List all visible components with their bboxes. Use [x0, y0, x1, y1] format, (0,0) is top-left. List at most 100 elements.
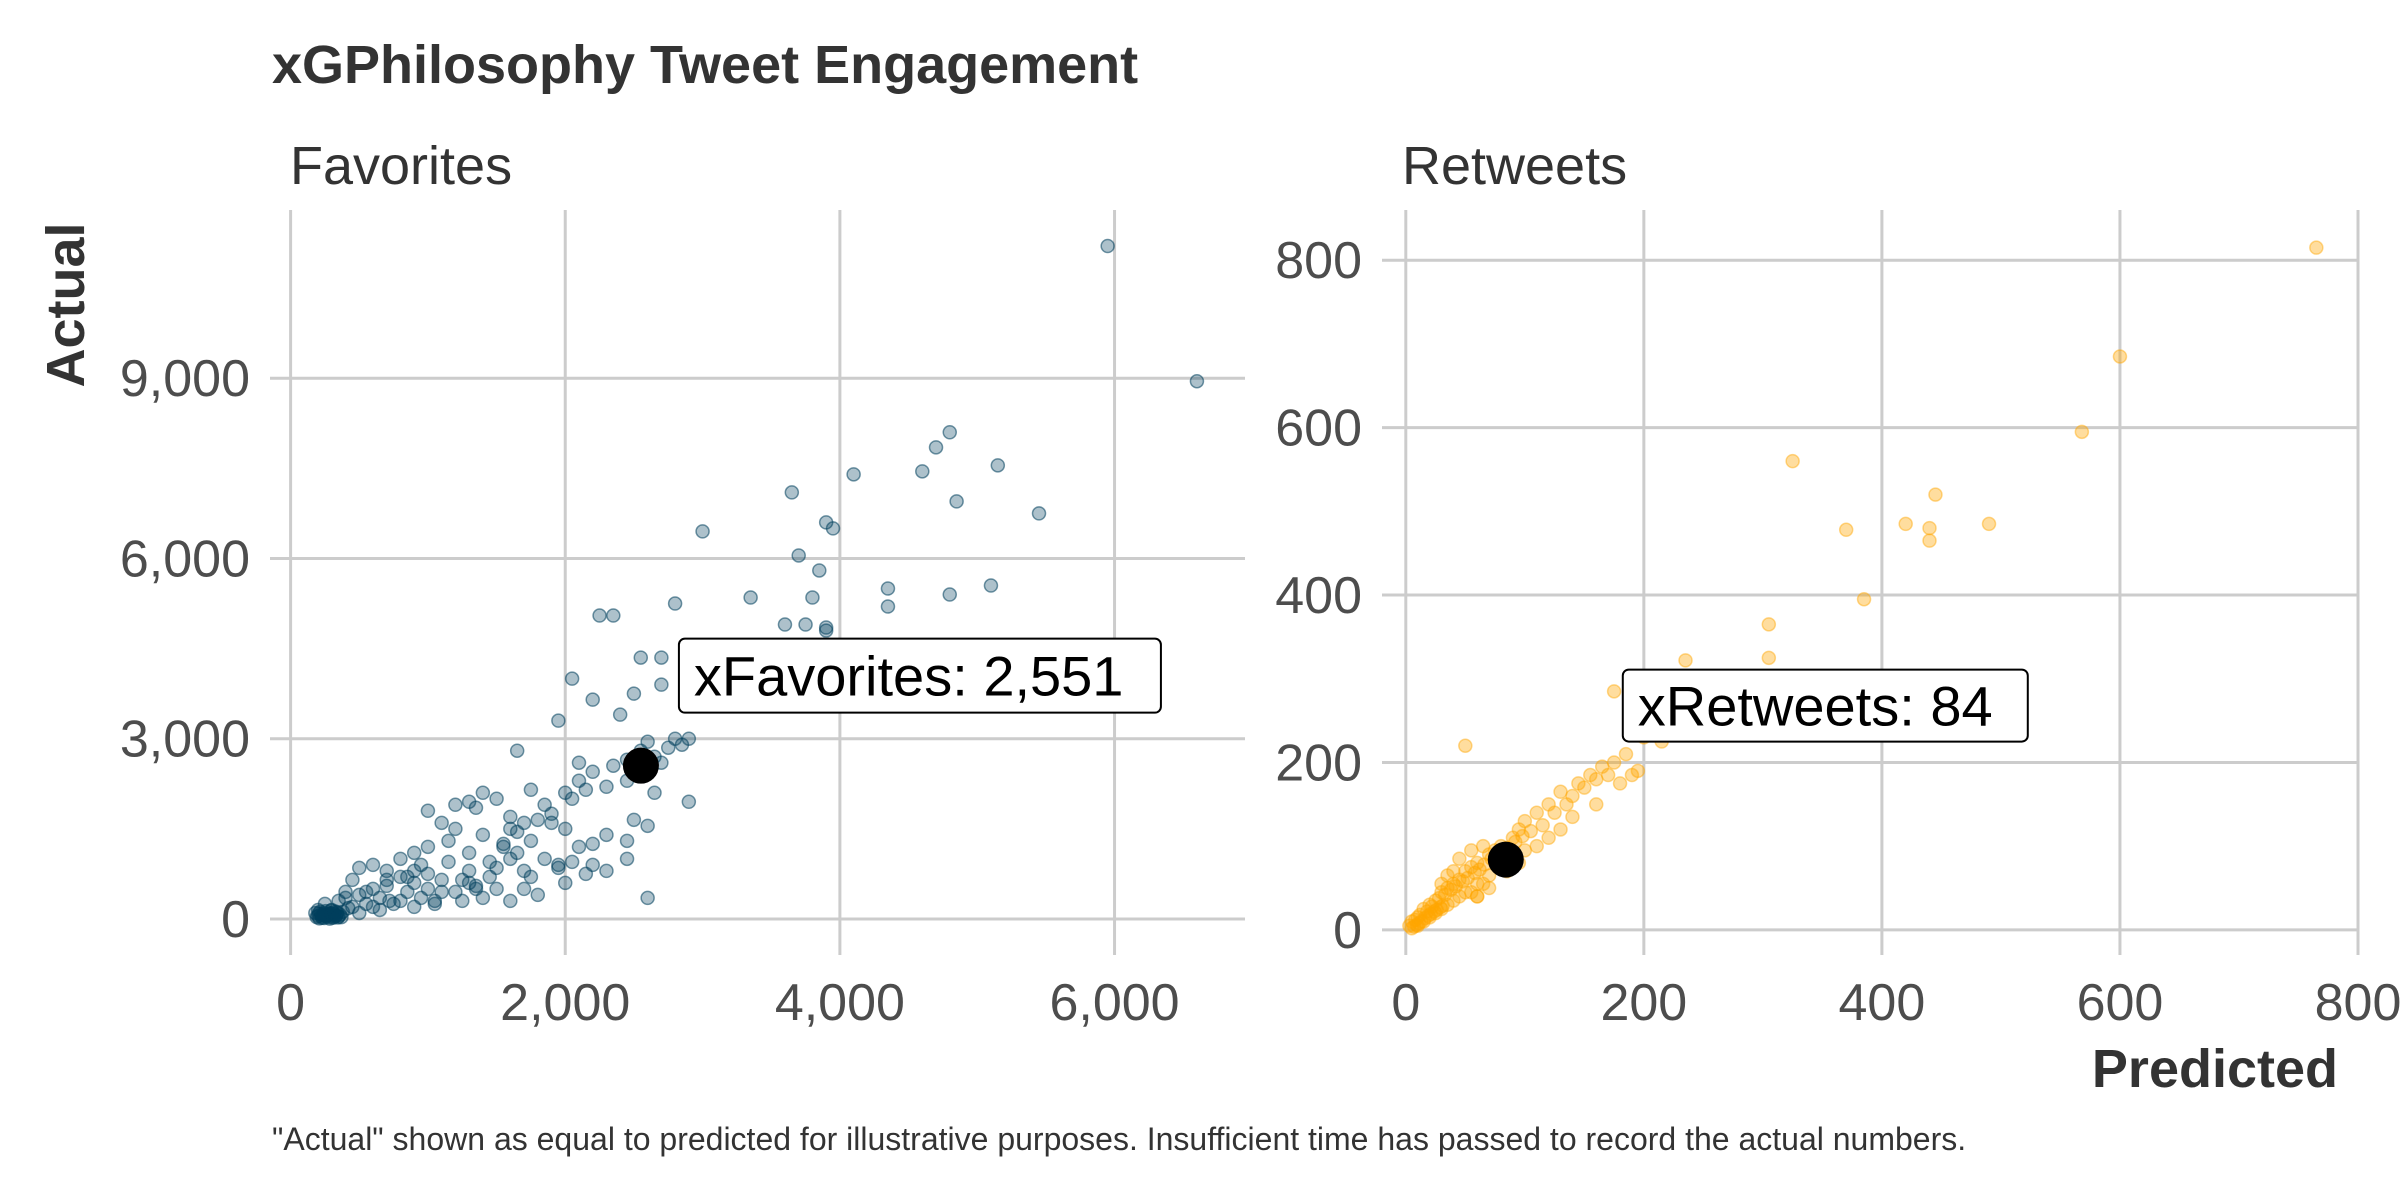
retweets-point	[1437, 887, 1453, 902]
favorites-point	[406, 899, 422, 915]
favorites-point	[365, 881, 381, 897]
favorites-point	[393, 851, 408, 867]
favorites-x-tick-label: 6,000	[1049, 974, 1179, 1032]
favorites-point	[798, 617, 813, 632]
retweets-point	[1427, 904, 1442, 919]
favorites-point	[468, 881, 484, 897]
retweets-point	[1529, 838, 1544, 854]
retweets-y-tick-label: 600	[1275, 400, 1362, 458]
retweets-point	[1411, 915, 1427, 931]
favorites-point	[915, 464, 930, 479]
retweets-point	[1416, 901, 1431, 917]
retweets-point	[1409, 917, 1424, 933]
retweets-x-tick-label: 600	[2077, 974, 2164, 1032]
retweets-point	[1404, 914, 1420, 929]
favorites-point	[612, 707, 628, 722]
favorites-point	[523, 833, 539, 849]
retweets-point	[1472, 862, 1487, 877]
retweets-point	[1417, 910, 1433, 926]
favorites-point	[530, 887, 546, 903]
retweets-point	[1422, 897, 1437, 913]
retweets-point	[1517, 813, 1533, 829]
retweets-point	[1452, 851, 1467, 866]
favorites-point	[338, 890, 353, 906]
favorites-point	[557, 821, 573, 837]
favorites-point	[942, 425, 958, 440]
retweets-point	[1435, 898, 1450, 913]
retweets-point	[1460, 870, 1475, 886]
retweets-point	[1547, 805, 1562, 820]
retweets-point	[1981, 516, 1997, 532]
retweets-point	[1898, 516, 1913, 532]
panel-favorites: 0 2,000 4,000 6,000 0 3,000 6,000 9,000 xFavorit…	[120, 210, 1245, 1032]
favorites-point	[599, 779, 614, 795]
retweets-point	[1452, 889, 1467, 904]
favorites-point	[585, 692, 600, 707]
favorites-point	[654, 677, 669, 692]
favorites-x-tick-label: 4,000	[775, 974, 905, 1032]
favorites-point	[626, 686, 642, 701]
favorites-point	[791, 548, 806, 563]
favorites-point	[626, 812, 642, 828]
favorites-point	[599, 863, 614, 879]
retweets-point	[1406, 919, 1422, 934]
favorites-point	[990, 458, 1006, 473]
favorites-point	[551, 713, 566, 728]
retweets-point	[1469, 876, 1485, 892]
retweets-point	[1469, 889, 1485, 904]
retweets-point	[1630, 763, 1646, 779]
retweets-point	[1606, 755, 1622, 770]
favorites-point	[1100, 238, 1115, 254]
retweets-point	[1553, 784, 1568, 800]
retweets-point	[1419, 904, 1435, 919]
favorites-point	[434, 815, 449, 831]
retweets-point	[1922, 533, 1937, 548]
favorites-point	[647, 785, 662, 801]
favorites-point	[681, 794, 697, 810]
retweets-highlight-label-box	[1621, 668, 2029, 743]
retweets-point	[1618, 746, 1634, 762]
favorites-point	[352, 860, 367, 876]
favorites-point	[805, 590, 820, 605]
retweets-point	[2112, 349, 2128, 364]
x-axis-title: Predicted	[2092, 1039, 2338, 1099]
favorites-point	[503, 851, 518, 867]
retweets-highlight-label: xRetweets: 84	[1638, 675, 1993, 738]
retweets-point	[1464, 859, 1479, 875]
facet-label-favorites: Favorites	[290, 136, 512, 196]
favorites-point	[585, 836, 600, 852]
favorites-point	[503, 893, 518, 909]
retweets-point	[1433, 900, 1448, 915]
retweets-point	[1553, 822, 1568, 837]
favorites-point	[503, 809, 518, 825]
favorites-point	[509, 743, 525, 758]
retweets-point	[1588, 771, 1604, 787]
favorites-point	[420, 839, 436, 855]
favorites-point	[557, 785, 573, 801]
favorites-point	[420, 803, 436, 819]
panel-retweets: 0 200 400 600 800 0 200 400 600 800 xRetweets: 84	[1275, 210, 2400, 1032]
favorites-point	[880, 581, 896, 596]
retweets-point	[1421, 908, 1436, 923]
favorites-point	[633, 650, 649, 665]
favorites-point	[468, 800, 484, 816]
favorites-point	[330, 910, 346, 925]
favorites-point	[551, 857, 566, 873]
retweets-point	[1446, 876, 1461, 892]
retweets-point	[1559, 797, 1574, 812]
retweets-point	[1440, 880, 1455, 896]
retweets-point	[1594, 759, 1610, 774]
retweets-y-tick-label: 200	[1275, 734, 1362, 792]
retweets-point	[1446, 864, 1461, 879]
retweets-point	[1469, 889, 1485, 904]
favorites-point	[448, 884, 463, 900]
retweets-point	[1428, 893, 1443, 908]
retweets-y-tick-label: 0	[1333, 902, 1362, 960]
favorites-point	[599, 827, 614, 843]
retweets-y-tick-label: 400	[1275, 567, 1362, 625]
favorites-point	[983, 578, 999, 593]
favorites-point	[496, 836, 511, 852]
favorites-point	[571, 773, 587, 789]
favorites-y-tick-label: 0	[221, 891, 250, 949]
